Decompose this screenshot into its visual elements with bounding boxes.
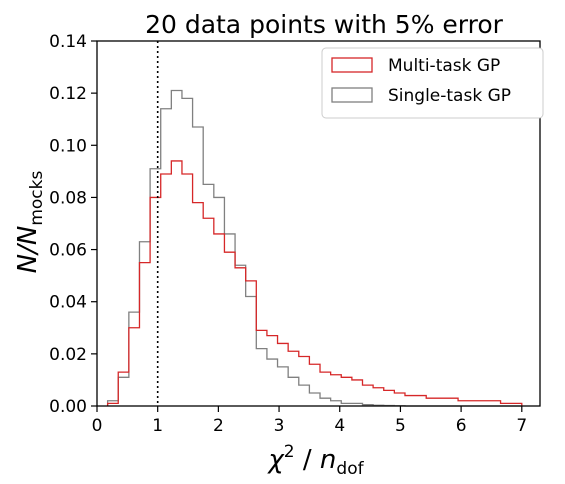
legend-label: Single-task GP [388,86,511,106]
histogram-series-multi-task [106,160,523,406]
x-axis-ticks: 0 1 2 3 4 5 6 7 [92,406,527,436]
x-axis-label-main: n [320,445,336,475]
y-tick-label: 0.00 [49,397,87,417]
y-tick-label: 0.14 [49,32,87,52]
plot-frame [96,40,541,407]
x-tick-label: 5 [395,416,406,436]
y-tick-label: 0.10 [49,136,87,156]
y-tick-label: 0.02 [49,345,87,365]
x-axis-label: χ2 / ndof [266,442,364,479]
x-tick-label: 6 [456,416,467,436]
y-axis-ticks: 0.00 0.02 0.04 0.06 0.08 0.10 0.12 0.14 [49,32,97,417]
x-axis-label-superscript: 2 [284,442,295,462]
legend-items: Multi-task GP Single-task GP [331,56,511,106]
legend-swatch [331,57,373,73]
legend: Multi-task GP Single-task GP [321,47,544,119]
x-axis-label-base: χ [266,445,285,475]
x-axis-label-separator: / [295,445,320,475]
y-axis-label-subscript: mocks [27,171,47,226]
x-tick-label: 7 [516,416,527,436]
legend-swatch [331,87,373,103]
y-tick-label: 0.12 [49,84,87,104]
x-axis-label-subscript: dof [336,459,364,479]
plot-area [96,40,541,407]
y-axis-label: N/Nmocks [13,171,47,274]
x-tick-label: 2 [213,416,224,436]
legend-box [321,47,544,119]
x-tick-label: 0 [92,416,103,436]
y-tick-label: 0.06 [49,241,87,261]
y-tick-label: 0.04 [49,293,87,313]
legend-label: Multi-task GP [388,56,500,76]
y-axis-label-main: N/N [13,226,43,274]
y-tick-label: 0.08 [49,188,87,208]
x-tick-label: 1 [152,416,163,436]
chart-title: 20 data points with 5% error [145,10,504,39]
x-tick-label: 3 [274,416,285,436]
x-tick-label: 4 [334,416,345,436]
